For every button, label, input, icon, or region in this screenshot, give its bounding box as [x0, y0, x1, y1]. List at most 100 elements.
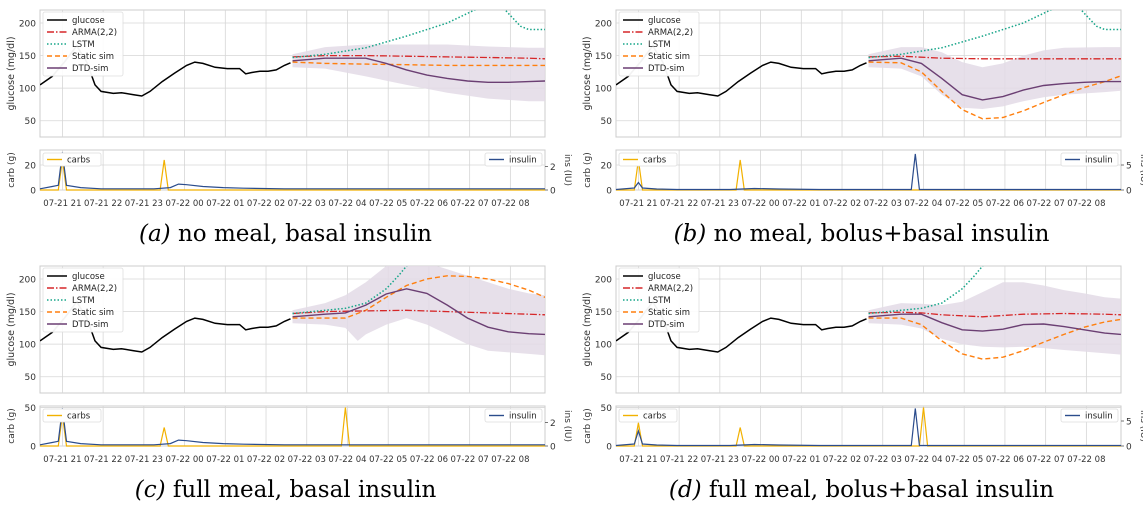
static-sim-line: [292, 61, 545, 67]
main-legend: glucose ARMA(2,2) LSTM Static sim DTD-sim: [618, 267, 700, 333]
legend-label-insulin: insulin: [1085, 156, 1113, 166]
sub-ytick-label: 20: [601, 162, 613, 172]
legend-label-arma: ARMA(2,2): [72, 284, 117, 294]
static-sim-line: [868, 317, 1121, 360]
dtd-sim-confidence-band: [868, 47, 1121, 109]
insulin-line: [615, 408, 1121, 447]
sub-ylabel: carb (g): [583, 152, 593, 187]
xtick-label: 07-21 21: [619, 455, 657, 465]
xtick-label: 07-21 22: [660, 455, 698, 465]
sub-ytick2-label: 0: [1126, 443, 1132, 453]
sub-legend-insulin: insulin: [1060, 408, 1119, 423]
sub-legend-insulin: insulin: [484, 152, 543, 167]
sub-legend-carbs-box: [618, 152, 678, 167]
insulin-line: [615, 153, 1121, 191]
xtick-label: 07-21 22: [660, 199, 698, 209]
panel-caption-label: (a): [139, 221, 171, 247]
main-legend-box: [42, 267, 124, 333]
main-legend-box: [618, 267, 700, 333]
xtick-label: 07-22 03: [864, 455, 902, 465]
xtick-label: 07-21 23: [125, 199, 163, 209]
legend-label-carbs: carbs: [67, 412, 91, 422]
main-legend-box: [618, 11, 700, 77]
main-ytick-label: 50: [601, 117, 613, 127]
arma-line: [292, 309, 545, 316]
xtick-label: 07-22 08: [1067, 455, 1105, 465]
xtick-label: 07-22 03: [288, 455, 326, 465]
legend-label-insulin: insulin: [509, 412, 537, 422]
main-legend: glucose ARMA(2,2) LSTM Static sim DTD-sim: [42, 267, 124, 333]
xtick-label: 07-22 02: [247, 455, 285, 465]
legend-label-glucose: glucose: [648, 16, 681, 26]
sub-axes-frame: [39, 149, 546, 191]
sub-ytick-label: 50: [25, 404, 37, 414]
xtick-label: 07-22 08: [491, 455, 529, 465]
xtick-label: 07-22 07: [451, 455, 489, 465]
panel-caption: (a) no meal, basal insulin: [0, 221, 571, 247]
xtick-label: 07-21 23: [701, 199, 739, 209]
main-ytick-label: 150: [19, 52, 36, 62]
sub-ytick2-label: 0: [1126, 187, 1132, 197]
xtick-label: 07-22 02: [823, 455, 861, 465]
main-ytick-label: 200: [19, 20, 36, 30]
sub-ytick2-label: 0: [550, 187, 556, 197]
xtick-label: 07-22 04: [328, 199, 366, 209]
xtick-label: 07-21 21: [619, 199, 657, 209]
main-legend: glucose ARMA(2,2) LSTM Static sim DTD-sim: [42, 11, 124, 77]
xtick-label: 07-22 00: [165, 455, 203, 465]
xtick-label: 07-22 07: [1027, 455, 1065, 465]
xtick-label: 07-22 03: [864, 199, 902, 209]
xtick-label: 07-22 08: [491, 199, 529, 209]
xtick-label: 07-21 23: [125, 455, 163, 465]
sub-ytick-label: 0: [30, 443, 36, 453]
lstm-line: [868, 266, 984, 315]
sub-ytick2-label: 2: [550, 163, 556, 173]
legend-label-static-sim: Static sim: [72, 52, 114, 62]
static-sim-line: [292, 275, 545, 319]
main-ytick-label: 200: [595, 20, 612, 30]
main-ylabel: glucose (mg/dl): [6, 36, 17, 110]
sub-ytick2-label: 2: [550, 419, 556, 429]
sub-legend-insulin-box: [484, 152, 543, 167]
sub-ytick2-label: 5: [1126, 418, 1132, 428]
main-ytick-label: 150: [19, 308, 36, 318]
sub-ylabel2: ins (IU): [562, 410, 572, 442]
main-plot-area: [40, 10, 545, 102]
sub-ylabel: carb (g): [7, 408, 17, 443]
legend-label-dtd-sim: DTD-sim: [72, 320, 108, 330]
main-ytick-label: 100: [595, 85, 612, 95]
xtick-label: 07-22 00: [165, 199, 203, 209]
legend-label-lstm: LSTM: [648, 296, 671, 306]
sub-ytick-label: 0: [30, 187, 36, 197]
xtick-label: 07-22 00: [741, 455, 779, 465]
legend-label-dtd-sim: DTD-sim: [648, 64, 684, 74]
main-ytick-label: 100: [19, 341, 36, 351]
sub-legend-carbs: carbs: [42, 152, 102, 167]
main-ytick-label: 150: [595, 308, 612, 318]
xtick-label: 07-22 00: [741, 199, 779, 209]
panel-caption-label: (d): [668, 477, 702, 503]
legend-label-glucose: glucose: [72, 16, 105, 26]
xtick-label: 07-22 06: [986, 455, 1024, 465]
xtick-label: 07-21 22: [84, 199, 122, 209]
xtick-label: 07-22 04: [328, 455, 366, 465]
xtick-label: 07-22 04: [904, 455, 942, 465]
xtick-label: 07-21 21: [43, 455, 81, 465]
arma-line: [868, 311, 1121, 318]
dtd-sim-line: [292, 288, 545, 336]
xtick-label: 07-22 07: [451, 199, 489, 209]
panel-caption-text: no meal, basal insulin: [170, 221, 432, 247]
legend-label-arma: ARMA(2,2): [72, 28, 117, 38]
xtick-label: 07-22 06: [410, 199, 448, 209]
sub-legend-carbs-box: [42, 408, 102, 423]
panel-caption-label: (c): [134, 477, 166, 503]
panel-caption-text: full meal, bolus+basal insulin: [701, 477, 1055, 503]
xtick-label: 07-22 02: [823, 199, 861, 209]
main-ylabel: glucose (mg/dl): [582, 36, 593, 110]
dtd-sim-line: [868, 57, 1121, 101]
legend-label-dtd-sim: DTD-sim: [72, 64, 108, 74]
dtd-sim-line: [868, 313, 1121, 336]
